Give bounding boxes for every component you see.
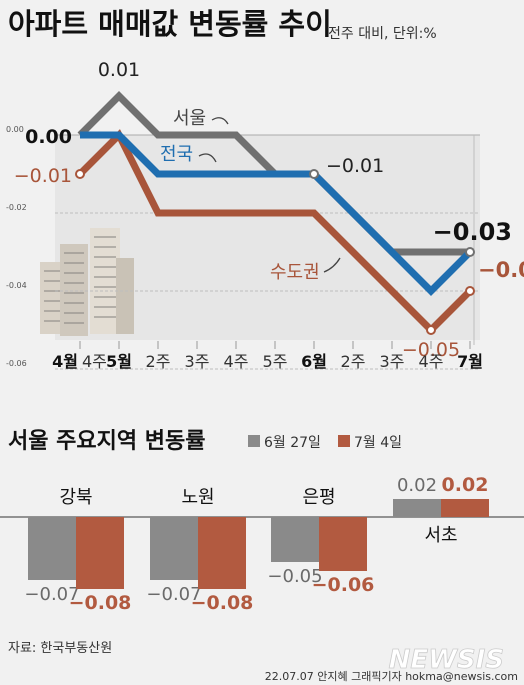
x-tick-label-week: 2주 <box>341 352 366 371</box>
x-tick-label-week: 3주 <box>380 352 405 371</box>
legend-swatch-jul4 <box>338 435 350 447</box>
bar-value-label: −0.06 <box>312 574 375 596</box>
data-label-seoul: 0.00 <box>25 126 72 148</box>
x-tick-label-month: 5월 <box>106 352 132 371</box>
source-note: 자료: 한국부동산원 <box>8 641 112 656</box>
bar-chart: −0.07−0.08강북−0.07−0.08노원−0.05−0.06은평0.02… <box>24 474 489 614</box>
bar-bar_red <box>198 517 246 589</box>
point-marker <box>465 247 475 257</box>
series-label-capital: 수도권 <box>270 262 320 283</box>
bar-bar_grey <box>393 499 441 517</box>
y-tick-label: -0.06 <box>6 359 27 368</box>
bar-value-label: −0.07 <box>146 584 201 605</box>
data-label-capital: −0.01 <box>14 165 72 187</box>
x-tick-label-week: 4주 <box>224 352 249 371</box>
x-tick-label-month: 7월 <box>457 352 483 371</box>
bar-category-label: 서초 <box>424 525 457 546</box>
data-label-capital: −0.05 <box>402 339 460 361</box>
y-tick-label: 0.00 <box>6 125 24 134</box>
bar-bar_red <box>76 517 124 589</box>
bar-chart-title: 서울 주요지역 변동률 <box>8 429 205 454</box>
legend-label-jul4: 7월 4일 <box>354 435 402 451</box>
bar-category-label: 강북 <box>59 487 92 508</box>
legend-swatch-jun27 <box>248 435 260 447</box>
y-tick-label: -0.02 <box>6 203 27 212</box>
data-label-seoul: 0.01 <box>98 59 140 81</box>
series-label-seoul: 서울 <box>173 108 206 129</box>
bar-value-label: 0.02 <box>442 474 489 496</box>
x-tick-label-week: 3주 <box>185 352 210 371</box>
bar-bar_grey <box>271 517 319 562</box>
bar-value-label: 0.02 <box>397 475 437 496</box>
bar-value-label: −0.08 <box>191 592 254 614</box>
series-arrow-national <box>198 153 217 163</box>
series-line-capital <box>77 129 473 335</box>
series-arrow-seoul <box>211 117 229 125</box>
series-line-national <box>80 131 473 296</box>
bar-value-label: −0.08 <box>69 592 132 614</box>
data-label-seoul: −0.01 <box>326 155 384 177</box>
x-tick-label-week: 2주 <box>146 352 171 371</box>
legend-label-jun27: 6월 27일 <box>264 435 321 451</box>
bar-category-label: 은평 <box>302 487 335 508</box>
point-marker <box>426 325 436 335</box>
y-tick-label: -0.04 <box>6 281 27 290</box>
bar-bar_red <box>441 499 489 517</box>
point-marker <box>465 286 475 296</box>
x-tick-label-week: 5주 <box>263 352 288 371</box>
bar-value-label: −0.05 <box>267 566 322 587</box>
data-label-seoul: −0.03 <box>433 218 512 246</box>
page-subtitle: 전주 대비, 단위:% <box>328 26 437 42</box>
apartment-illustration <box>40 228 134 336</box>
page-title: 아파트 매매값 변동률 추이 <box>8 7 332 41</box>
bar-bar_grey <box>150 517 198 580</box>
bar-legend: 6월 27일 7월 4일 <box>248 435 402 451</box>
bar-bar_grey <box>28 517 76 580</box>
newsis-watermark: NEWSIS <box>389 645 504 675</box>
bar-category-label: 노원 <box>181 487 214 508</box>
series-arrow-capital <box>323 257 341 273</box>
data-label-capital: −0.04 <box>478 258 524 282</box>
x-tick-label-week: 4주 <box>82 352 107 371</box>
line-chart: 0.00 -0.02 -0.04 -0.06 0.00 0.01 −0.01 −0.03 −0… <box>6 59 524 371</box>
bar-bar_red <box>319 517 367 571</box>
x-tick-label-month: 6월 <box>301 352 327 371</box>
point-marker <box>75 169 85 179</box>
bar-value-label: −0.07 <box>24 584 79 605</box>
x-tick-label-week: 4주 <box>419 352 444 371</box>
credit-line: 22.07.07 안지혜 그래픽기자 hokma@newsis.com <box>265 670 518 683</box>
point-marker <box>309 169 319 179</box>
x-tick-label-month: 4월 <box>52 352 78 371</box>
series-label-national: 전국 <box>160 144 193 165</box>
